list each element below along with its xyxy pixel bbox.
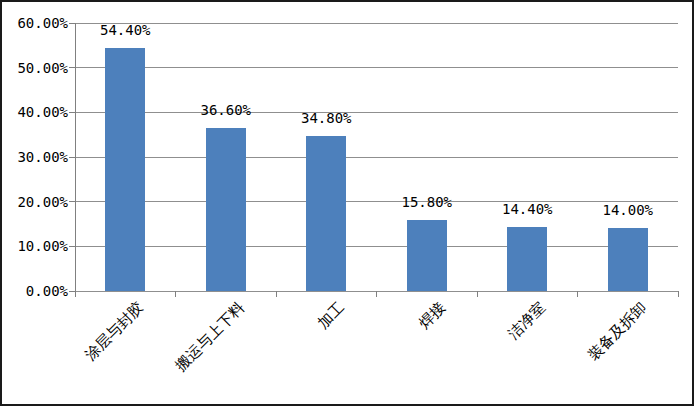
bar-chart: 0.00% 10.00% 20.00% 30.00% 40.00% 50.00% 60.00… (0, 0, 694, 406)
x-tick-label: 加工 (315, 299, 348, 332)
bar-value-label: 54.40% (80, 22, 170, 39)
y-tick-label: 0.00% (4, 282, 68, 300)
bar-value-label: 34.80% (281, 110, 371, 127)
x-tick-label: 焊接 (416, 299, 449, 332)
x-axis-tick (577, 291, 578, 297)
gridline (75, 112, 678, 113)
bar (306, 136, 346, 291)
bar-value-label: 36.60% (181, 102, 271, 119)
y-tick-label: 20.00% (4, 193, 68, 211)
bar-value-label: 14.40% (482, 201, 572, 218)
y-tick-label: 40.00% (4, 103, 68, 121)
x-axis-tick (75, 291, 76, 297)
x-tick-label: 涂层与封胶 (82, 299, 146, 363)
y-tick-label: 10.00% (4, 237, 68, 255)
x-axis-tick (276, 291, 277, 297)
x-tick-label: 搬运与上下料 (172, 299, 247, 374)
y-tick-label: 30.00% (4, 148, 68, 166)
bar (608, 228, 648, 291)
y-axis-line (75, 23, 76, 291)
y-tick-label: 50.00% (4, 59, 68, 77)
gridline (75, 157, 678, 158)
x-axis-tick (376, 291, 377, 297)
bar (407, 220, 447, 291)
x-tick-label: 洁净室 (505, 299, 548, 342)
bar (507, 227, 547, 291)
x-axis-tick (477, 291, 478, 297)
x-tick-label: 装备及拆卸 (585, 299, 649, 363)
x-axis-tick (175, 291, 176, 297)
gridline (75, 246, 678, 247)
gridline (75, 67, 678, 68)
bar-value-label: 15.80% (382, 194, 472, 211)
x-axis-tick (678, 291, 679, 297)
y-tick-label: 60.00% (4, 14, 68, 32)
bar-value-label: 14.00% (583, 202, 673, 219)
bar (206, 128, 246, 291)
bar (105, 48, 145, 291)
